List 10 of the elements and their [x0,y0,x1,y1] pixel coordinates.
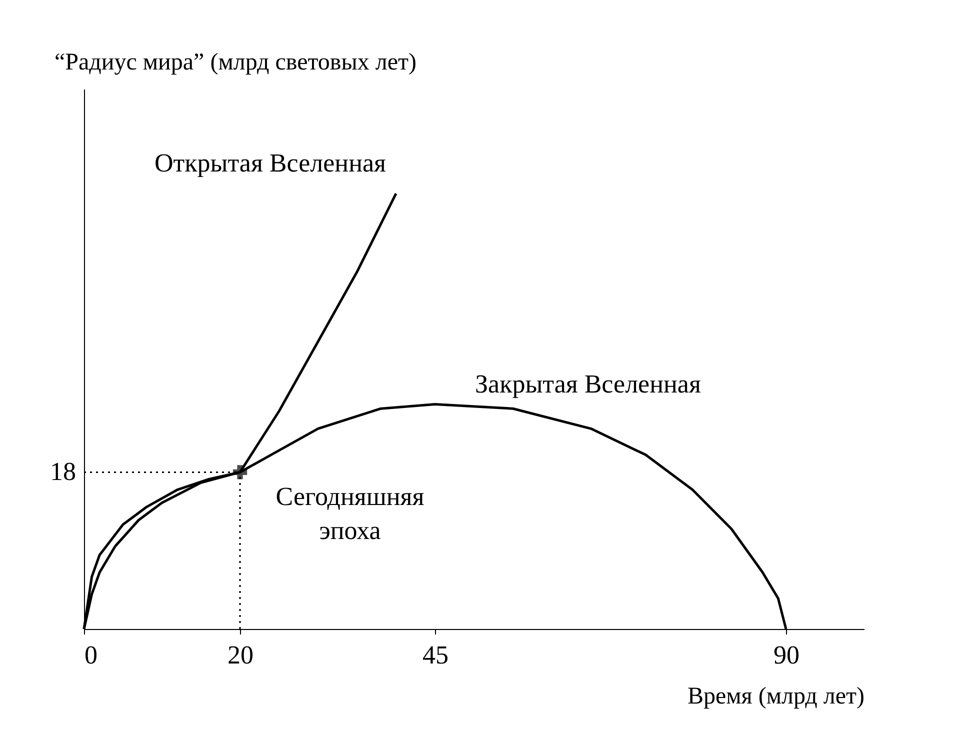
series-label: Открытая Вселенная [154,148,386,178]
x-axis-title: Время (млрд лет) [687,684,864,710]
y-axis-title: “Радиус мира” (млрд световых лет) [54,50,416,76]
x-tick-label: 45 [422,640,448,670]
x-tick-label: 20 [228,640,254,670]
x-tick-label: 0 [84,640,98,670]
series-label: Закрытая Вселенная [475,369,701,398]
x-tick-label: 90 [774,640,800,670]
text: 18 [50,457,76,486]
annotation: Сегодняшняя эпоха [276,482,424,546]
